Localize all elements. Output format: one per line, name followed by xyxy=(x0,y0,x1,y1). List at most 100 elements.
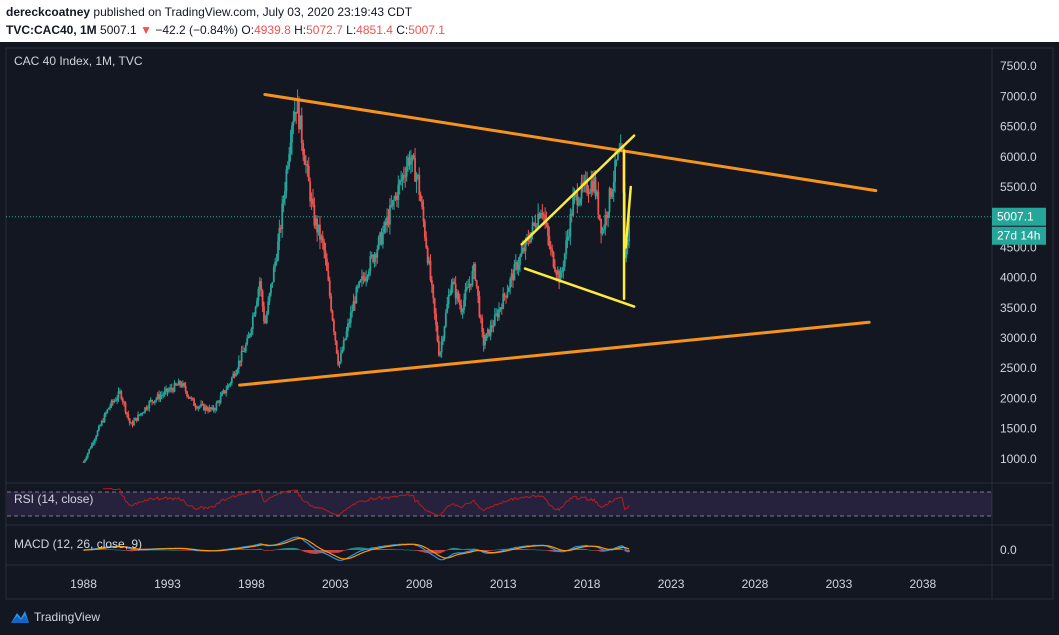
macd-histogram-bar xyxy=(112,549,114,551)
macd-histogram-bar xyxy=(412,550,415,551)
candle-body xyxy=(151,399,153,402)
macd-histogram-bar xyxy=(335,550,338,553)
macd-histogram-bar xyxy=(533,549,535,550)
upper-trendline[interactable] xyxy=(263,93,878,193)
candle-body xyxy=(506,292,509,298)
candle-body xyxy=(303,154,306,165)
macd-histogram-bar xyxy=(109,549,111,550)
candle-body xyxy=(472,264,475,272)
candle-body xyxy=(422,206,425,222)
candle-body xyxy=(495,313,498,315)
candle-body xyxy=(341,350,344,353)
candle-body xyxy=(299,115,302,130)
candle-body xyxy=(113,400,116,403)
ohlc-line: TVC:CAC40, 1M 5007.1 ▼ −42.2 (−0.84%) O:… xyxy=(6,23,445,37)
author-line: dereckcoatney published on TradingView.c… xyxy=(6,5,412,19)
macd-histogram-bar xyxy=(582,548,584,550)
macd-histogram-bar xyxy=(307,550,310,553)
candle-body xyxy=(270,284,272,294)
candle-body xyxy=(112,400,114,403)
candle-body xyxy=(492,325,495,328)
channel-lower[interactable] xyxy=(523,267,636,308)
candle-body xyxy=(502,293,505,309)
macd-pane[interactable]: MACD (12, 26, close, 9) 0.0 xyxy=(14,536,1017,561)
candle-body xyxy=(195,407,198,409)
macd-histogram-bar xyxy=(443,550,446,552)
macd-histogram-bar xyxy=(408,549,411,551)
candle-body xyxy=(174,383,177,385)
chart-area[interactable]: CAC 40 Index, 1M, TVC 7500.0 7000.0 6500.0… xyxy=(0,42,1059,635)
candle-body xyxy=(611,190,614,197)
candle-body xyxy=(324,250,327,259)
candle-body xyxy=(366,276,369,278)
rsi-pane[interactable]: RSI (14, close) xyxy=(7,487,992,517)
macd-histogram-bar xyxy=(238,549,240,550)
countdown-badge: 27d 14h xyxy=(992,226,1046,245)
candle-body xyxy=(145,407,148,410)
macd-histogram-bar xyxy=(619,548,622,550)
candle-body xyxy=(440,341,443,353)
candle-body xyxy=(584,179,587,182)
candle-body xyxy=(254,306,257,315)
macd-histogram-bar xyxy=(281,548,283,550)
author-name[interactable]: dereckcoatney xyxy=(6,5,91,19)
candle-body xyxy=(281,203,284,230)
candle-body xyxy=(559,272,562,283)
macd-histogram-bar xyxy=(517,548,520,550)
macd-histogram-bar xyxy=(541,549,544,551)
candle-body xyxy=(576,192,579,206)
macd-histogram-bar xyxy=(334,550,337,553)
candle-body xyxy=(568,236,570,238)
macd-histogram-bar xyxy=(499,549,502,550)
candle-body xyxy=(496,313,499,318)
candle-body xyxy=(541,213,544,215)
time-axis[interactable]: 1988 1993 1998 2003 2008 2013 2018 2023 2028 2033… xyxy=(70,577,936,591)
lower-trendline[interactable] xyxy=(238,320,871,387)
macd-histogram-bar xyxy=(348,548,351,550)
candle-body xyxy=(84,459,86,462)
candle-body xyxy=(363,278,366,281)
channel-upper[interactable] xyxy=(520,134,636,246)
candle-body xyxy=(625,245,628,258)
tradingview-brand[interactable]: TradingView xyxy=(10,608,100,626)
macd-histogram-bar xyxy=(314,550,317,554)
macd-histogram-bar xyxy=(186,550,188,551)
macd-histogram-bar xyxy=(239,549,242,550)
candle-body xyxy=(194,405,197,408)
macd-histogram-bar xyxy=(429,550,432,554)
candle-body xyxy=(598,214,601,219)
candle-body xyxy=(347,323,349,332)
macd-histogram-bar xyxy=(340,550,342,552)
candle-body xyxy=(321,236,324,242)
published-text: published on TradingView.com, July 03, 2… xyxy=(93,5,413,19)
candle-body xyxy=(485,333,488,341)
candle-body xyxy=(482,332,485,346)
trend-drawings[interactable] xyxy=(238,93,878,387)
macd-histogram-bar xyxy=(554,550,556,553)
macd-histogram-bar xyxy=(494,549,496,551)
candle-body xyxy=(628,212,630,242)
macd-histogram-bar xyxy=(524,549,527,550)
candle-body xyxy=(563,253,566,267)
candle-body xyxy=(447,295,450,304)
macd-histogram-bar xyxy=(298,549,300,550)
macd-histogram-bar xyxy=(245,549,247,550)
macd-histogram-bar xyxy=(275,549,278,551)
macd-histogram-bar xyxy=(182,550,184,551)
macd-histogram-bar xyxy=(110,549,113,550)
macd-histogram-bar xyxy=(400,549,402,551)
macd-histogram-bar xyxy=(460,548,463,550)
macd-histogram-bar xyxy=(272,549,275,551)
candle-body xyxy=(289,142,292,154)
rebound-line[interactable] xyxy=(624,185,633,249)
candle-body xyxy=(429,260,432,280)
x-tick-label: 1988 xyxy=(70,577,97,591)
candle-body xyxy=(114,400,117,402)
candle-body xyxy=(205,406,208,410)
price-axis[interactable]: 7500.07000.06500.06000.05500.05000.04500… xyxy=(1000,59,1037,466)
candle-body xyxy=(579,198,582,204)
candle-body xyxy=(88,449,91,454)
macd-histogram-bar xyxy=(166,549,169,551)
macd-histogram-bar xyxy=(466,548,468,550)
rsi-label: RSI (14, close) xyxy=(14,492,93,506)
